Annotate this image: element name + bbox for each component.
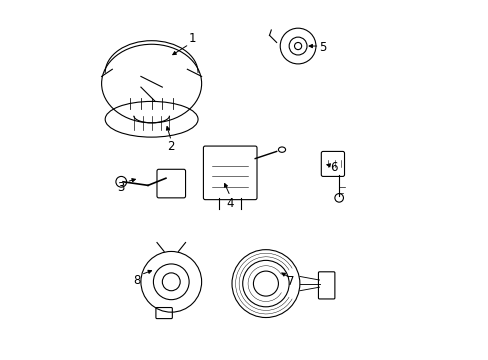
- Text: 6: 6: [329, 161, 337, 174]
- Text: 2: 2: [167, 140, 175, 153]
- Text: 8: 8: [133, 274, 141, 287]
- Text: 4: 4: [226, 197, 233, 210]
- Text: 5: 5: [319, 41, 326, 54]
- Text: 1: 1: [188, 32, 196, 45]
- Text: 7: 7: [286, 275, 294, 288]
- Text: 3: 3: [117, 181, 125, 194]
